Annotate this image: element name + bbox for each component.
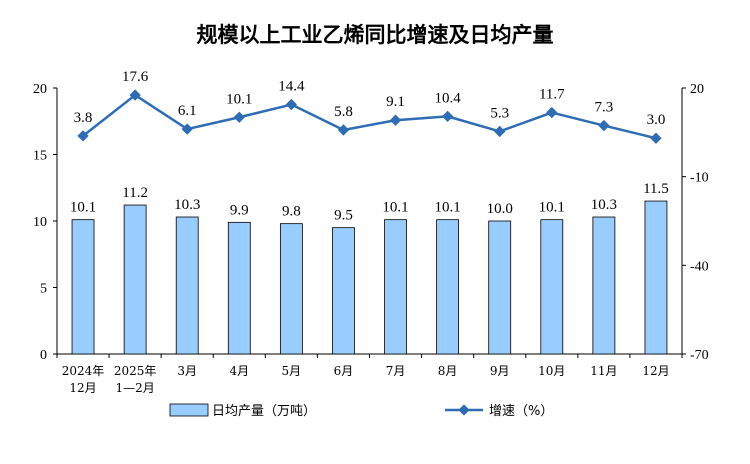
bar-data-label: 10.1 — [382, 200, 408, 216]
x-tick-label: 7月 — [386, 364, 406, 378]
x-tick-label: 4月 — [229, 364, 249, 378]
bar — [436, 219, 460, 355]
bar-data-label: 10.1 — [70, 200, 96, 216]
y-left-tick-label: 5 — [40, 282, 47, 297]
bar-data-label: 10.3 — [591, 197, 617, 213]
bar — [592, 216, 616, 355]
y-right-tick-label: -40 — [690, 259, 709, 274]
x-tick-label: 10月 — [538, 364, 565, 378]
y-right-tick-label: 20 — [690, 82, 704, 97]
bar-data-label: 11.5 — [643, 181, 669, 197]
legend-bar-label: 日均产量（万吨） — [212, 404, 316, 419]
line-point — [494, 125, 506, 138]
bar-data-label: 10.1 — [435, 200, 461, 216]
x-tick-label: 9月 — [490, 364, 510, 378]
bar-data-label: 11.2 — [122, 185, 148, 201]
bar — [227, 221, 251, 355]
line-data-label: 10.1 — [226, 91, 252, 107]
line-data-label: 10.4 — [435, 90, 462, 106]
y-right-tick-label: -70 — [690, 348, 709, 363]
x-tick-label: 11月 — [590, 364, 617, 378]
line-point — [181, 123, 193, 135]
legend: 日均产量（万吨） 增速（%） — [169, 403, 553, 419]
bar — [71, 219, 95, 355]
y-left-tick-label: 15 — [33, 149, 47, 164]
line-point — [233, 111, 245, 123]
line-data-label: 11.7 — [539, 87, 565, 103]
line-data-label: 5.3 — [490, 105, 509, 121]
line-point — [441, 110, 454, 123]
bar-data-label: 10.3 — [174, 197, 200, 213]
line-data-label: 14.4 — [278, 79, 305, 95]
bar-data-label: 9.9 — [230, 202, 249, 218]
line-data-label: 7.3 — [595, 100, 614, 116]
bar — [644, 200, 668, 355]
line-point — [598, 119, 610, 132]
x-tick-label: 2024年 12月 — [62, 364, 105, 395]
line-point — [546, 106, 558, 119]
bar — [332, 227, 355, 355]
plot-area: 0 5 10 15 20 -70 -40 -10 20 2024年 12月 2025年 1—2月 3月 4月… — [33, 69, 709, 395]
y-left-tick-label: 0 — [40, 348, 47, 363]
bar-data-label: 10.0 — [487, 201, 513, 217]
bar-data-label: 9.8 — [282, 204, 301, 220]
x-tick-label: 3月 — [177, 364, 197, 378]
bar-data-label: 9.5 — [334, 208, 353, 224]
legend-line-label: 增速（%） — [489, 404, 553, 419]
line-data-label: 5.8 — [334, 104, 353, 120]
y-right-tick-label: -10 — [690, 171, 709, 186]
line-data-label: 3.0 — [647, 112, 666, 128]
growth-line — [82, 93, 657, 140]
x-tick-label: 8月 — [438, 364, 458, 378]
bar — [175, 216, 199, 355]
line-data-label: 17.6 — [122, 69, 149, 85]
x-tick-label: 6月 — [334, 364, 354, 378]
line-point — [389, 114, 402, 126]
y-left-tick-label: 20 — [33, 82, 47, 97]
line-data-label: 9.1 — [386, 94, 405, 110]
line-data-label: 6.1 — [178, 103, 197, 119]
bar — [540, 219, 564, 355]
line-data-label: 3.8 — [74, 110, 93, 126]
bar — [488, 220, 512, 355]
bar — [279, 223, 303, 355]
bar-data-label: 10.1 — [539, 200, 565, 216]
x-tick-label: 5月 — [282, 364, 302, 378]
x-tick-label: 12月 — [642, 364, 669, 378]
line-point — [650, 132, 662, 144]
line-point — [337, 124, 350, 136]
legend-bar-swatch — [169, 403, 209, 417]
bar — [123, 204, 147, 355]
legend-line-marker — [458, 404, 470, 416]
line-point — [285, 98, 298, 111]
chart-title: 规模以上工业乙烯同比增速及日均产量 — [197, 23, 554, 47]
y-left-tick-label: 10 — [33, 215, 47, 230]
x-tick-label: 2025年 1—2月 — [114, 364, 157, 395]
bar — [384, 219, 407, 355]
